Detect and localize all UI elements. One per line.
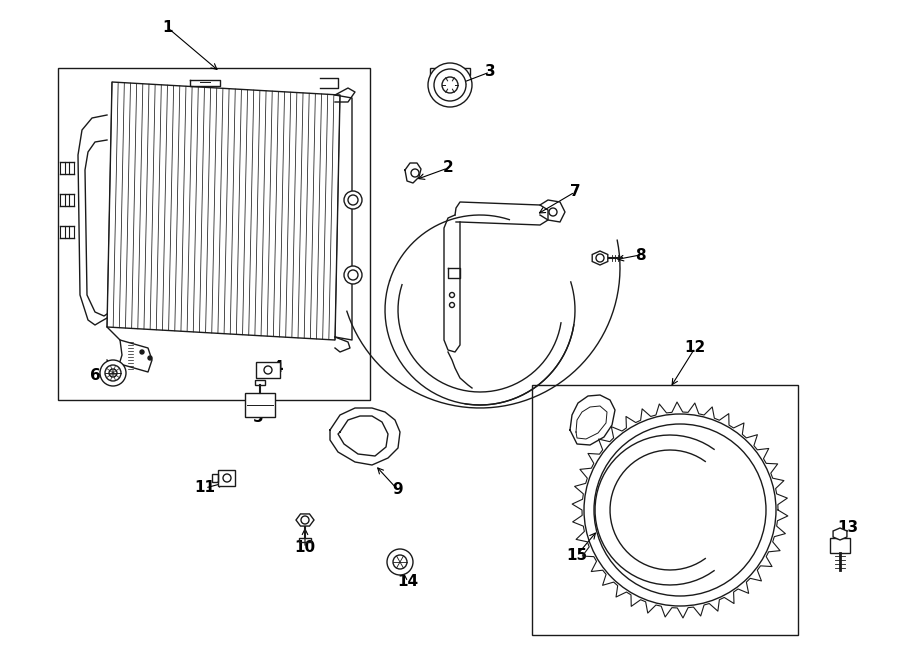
Text: 15: 15 [566, 547, 588, 563]
Circle shape [344, 266, 362, 284]
Text: 13: 13 [837, 520, 859, 535]
Circle shape [148, 356, 152, 360]
Polygon shape [256, 362, 280, 378]
Circle shape [109, 369, 117, 377]
Text: 12: 12 [684, 340, 706, 356]
Polygon shape [296, 514, 314, 526]
Circle shape [140, 350, 144, 354]
Circle shape [594, 424, 766, 596]
Polygon shape [430, 68, 470, 75]
Polygon shape [833, 528, 847, 540]
Text: 5: 5 [253, 410, 264, 426]
Polygon shape [107, 82, 340, 340]
Text: 2: 2 [443, 161, 454, 176]
Text: 3: 3 [485, 65, 495, 79]
Text: 10: 10 [294, 541, 316, 555]
Circle shape [393, 555, 407, 569]
Circle shape [105, 365, 121, 381]
Text: 4: 4 [273, 360, 284, 375]
Polygon shape [592, 251, 608, 265]
Text: 6: 6 [90, 368, 101, 383]
Circle shape [100, 360, 126, 386]
Text: 14: 14 [398, 574, 418, 590]
Circle shape [344, 191, 362, 209]
Text: 11: 11 [194, 481, 215, 496]
Polygon shape [245, 393, 275, 417]
Polygon shape [830, 538, 850, 553]
Text: 9: 9 [392, 483, 403, 498]
Text: 7: 7 [570, 184, 580, 200]
Polygon shape [218, 470, 235, 486]
Circle shape [428, 63, 472, 107]
Text: 1: 1 [163, 20, 173, 36]
Circle shape [434, 69, 466, 101]
Text: 8: 8 [634, 247, 645, 262]
Circle shape [442, 77, 458, 93]
Circle shape [387, 549, 413, 575]
